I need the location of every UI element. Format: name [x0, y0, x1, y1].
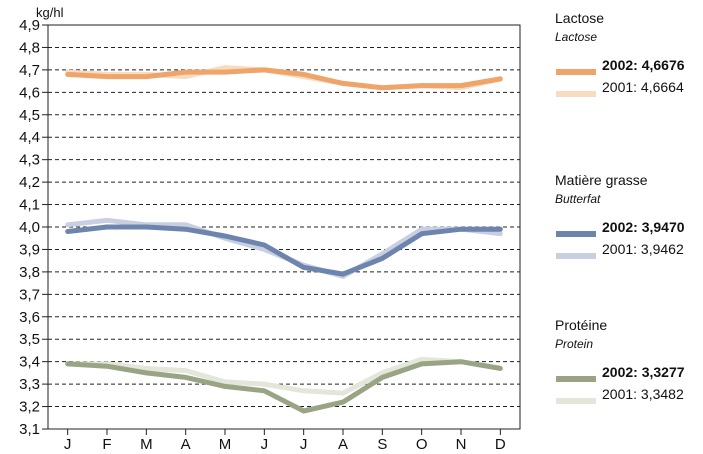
y-tick-label: 4,1 — [19, 197, 40, 214]
y-tick-label: 4,5 — [19, 107, 40, 124]
plot-frame — [47, 24, 521, 430]
y-tick-label: 3,8 — [19, 264, 40, 281]
x-tick-label: S — [377, 436, 387, 453]
series-line-1-0 — [65, 224, 503, 277]
x-tick-label: N — [456, 436, 467, 453]
y-tick-label: 3,6 — [19, 309, 40, 326]
legend-group-2: Protéine Protein 2002: 3,3277 2001: 3,3482 — [555, 317, 685, 404]
x-tick-label: A — [338, 436, 348, 453]
legend-group-subtitle: Lactose — [555, 30, 597, 44]
series-line-2-1 — [65, 356, 503, 396]
y-tick-label: 4,0 — [19, 219, 40, 236]
x-tick-label: F — [102, 436, 111, 453]
y-tick-label: 3,9 — [19, 241, 40, 258]
y-tick-label: 4,8 — [19, 39, 40, 56]
y-tick-label: 4,4 — [19, 129, 40, 146]
series-line-0-0 — [65, 67, 503, 91]
y-tick-label: 4,6 — [19, 84, 40, 101]
x-tick-label: J — [261, 436, 269, 453]
x-tick-label: M — [140, 436, 153, 453]
legend-entry: 2001: 3,3482 — [602, 386, 684, 402]
legend-group-subtitle: Protein — [555, 337, 593, 351]
x-tick-label: A — [181, 436, 191, 453]
legend-group-title: Lactose — [555, 10, 604, 26]
legend-entry: 2002: 3,3277 — [602, 364, 685, 380]
y-axis: 3,1 3,2 3,3 3,4 3,5 3,6 3,7 3,8 3,9 4,0 4,1 4,2 4,3 4… — [19, 17, 48, 438]
legend-group-title: Protéine — [555, 317, 607, 333]
y-tick-label: 4,3 — [19, 152, 40, 169]
series-line-2-0 — [65, 359, 503, 414]
x-tick-label: J — [300, 436, 308, 453]
y-axis-label: kg/hl — [36, 5, 64, 20]
y-tick-label: 3,5 — [19, 331, 40, 348]
y-tick-label: 3,1 — [19, 421, 40, 438]
y-tick-label: 3,7 — [19, 286, 40, 303]
legend-group-0: Lactose Lactose 2002: 4,6676 2001: 4,6664 — [555, 10, 685, 97]
legend-entry: 2001: 4,6664 — [602, 79, 684, 95]
legend-entry: 2001: 3,9462 — [602, 241, 684, 257]
y-tick-label: 3,4 — [19, 354, 40, 371]
y-tick-label: 3,3 — [19, 376, 40, 393]
y-tick-label: 4,7 — [19, 62, 40, 79]
x-tick-label: J — [64, 436, 72, 453]
legend: Lactose Lactose 2002: 4,6676 2001: 4,6664 Ma… — [555, 10, 685, 404]
legend-group-subtitle: Butterfat — [555, 192, 601, 206]
y-tick-label: 3,2 — [19, 399, 40, 416]
x-tick-label: M — [219, 436, 232, 453]
x-tick-label: O — [416, 436, 428, 453]
legend-entry: 2002: 4,6676 — [602, 57, 685, 73]
series-lines — [65, 65, 503, 414]
x-tick-label: D — [495, 436, 506, 453]
y-tick-label: 4,9 — [19, 17, 40, 34]
legend-group-title: Matière grasse — [555, 172, 648, 188]
legend-entry: 2002: 3,9470 — [602, 219, 685, 235]
y-tick-label: 4,2 — [19, 174, 40, 191]
